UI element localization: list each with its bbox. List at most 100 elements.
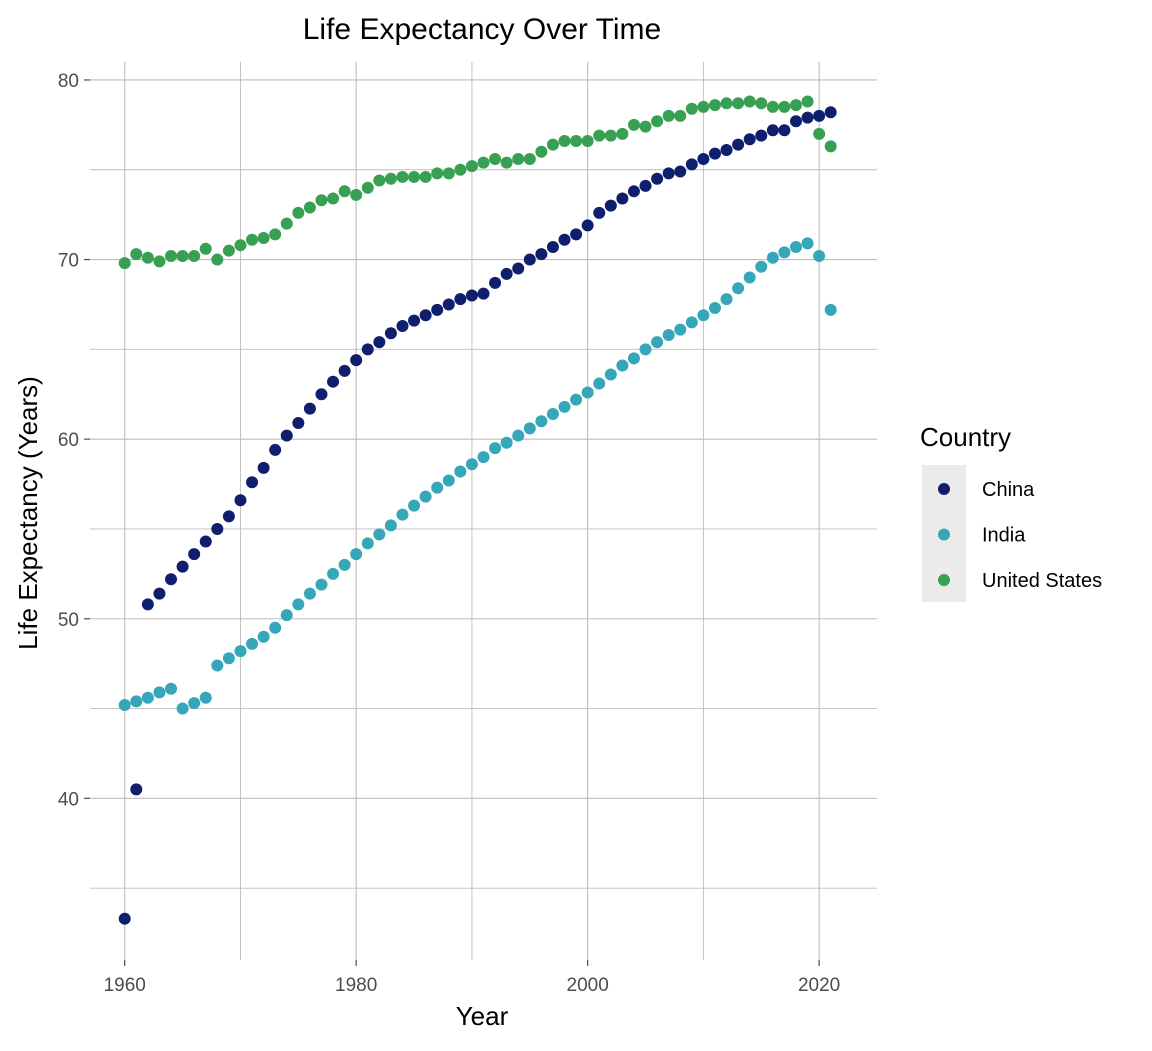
data-point-united-states	[535, 145, 548, 158]
data-point-china	[685, 158, 698, 171]
data-point-india	[384, 519, 397, 532]
data-point-united-states	[662, 109, 675, 122]
data-point-india	[755, 260, 768, 273]
data-point-india	[674, 323, 687, 336]
data-point-united-states	[269, 228, 282, 241]
data-point-united-states	[211, 253, 224, 266]
series-india	[118, 237, 837, 715]
data-point-china	[674, 165, 687, 178]
data-point-india	[292, 598, 305, 611]
data-point-india	[130, 695, 143, 708]
data-point-united-states	[581, 135, 594, 148]
data-point-india	[176, 702, 189, 715]
data-point-china	[697, 152, 710, 165]
legend-key-united-states	[938, 574, 950, 586]
legend-label: United States	[982, 570, 1102, 592]
data-point-china	[465, 289, 478, 302]
data-point-india	[639, 343, 652, 356]
data-point-china	[361, 343, 374, 356]
y-tick-label: 60	[58, 430, 79, 451]
data-point-united-states	[442, 167, 455, 180]
data-point-china	[408, 314, 421, 327]
data-point-india	[141, 691, 154, 704]
data-point-china	[477, 287, 490, 300]
data-point-united-states	[558, 135, 571, 148]
data-point-united-states	[824, 140, 837, 153]
data-point-india	[327, 567, 340, 580]
data-point-india	[778, 246, 791, 259]
data-point-india	[732, 282, 745, 295]
data-point-united-states	[708, 99, 721, 112]
data-point-united-states	[303, 201, 316, 214]
data-point-india	[523, 422, 536, 435]
data-point-united-states	[130, 248, 143, 261]
data-point-china	[593, 206, 606, 219]
data-point-china	[315, 388, 328, 401]
data-point-india	[546, 408, 559, 421]
data-point-united-states	[512, 152, 525, 165]
data-point-united-states	[685, 102, 698, 115]
data-point-india	[720, 293, 733, 306]
data-point-india	[373, 528, 386, 541]
data-point-united-states	[315, 194, 328, 207]
y-axis-title: Life Expectancy (Years)	[13, 376, 43, 650]
data-point-india	[512, 429, 525, 442]
data-point-china	[176, 560, 189, 573]
data-point-china	[141, 598, 154, 611]
data-point-united-states	[523, 152, 536, 165]
data-point-india	[211, 659, 224, 672]
data-point-united-states	[593, 129, 606, 142]
data-point-china	[327, 375, 340, 388]
data-point-india	[454, 465, 467, 478]
data-point-china	[292, 416, 305, 429]
data-point-india	[651, 336, 664, 349]
data-point-united-states	[384, 172, 397, 185]
data-point-united-states	[350, 188, 363, 201]
data-point-china	[824, 106, 837, 119]
data-point-india	[338, 558, 351, 571]
data-point-india	[257, 630, 270, 643]
data-point-united-states	[604, 129, 617, 142]
data-point-india	[570, 393, 583, 406]
data-point-united-states	[801, 95, 814, 108]
data-point-united-states	[454, 163, 467, 176]
data-point-united-states	[500, 156, 513, 169]
data-point-india	[350, 548, 363, 561]
data-point-china	[384, 327, 397, 340]
data-point-china	[118, 912, 131, 925]
data-point-united-states	[651, 115, 664, 128]
data-point-india	[616, 359, 629, 372]
data-point-china	[165, 573, 178, 586]
data-point-united-states	[743, 95, 756, 108]
data-point-china	[153, 587, 166, 600]
data-point-china	[616, 192, 629, 205]
data-point-united-states	[280, 217, 293, 230]
data-point-china	[627, 185, 640, 198]
legend-key-china	[938, 483, 950, 495]
data-point-united-states	[246, 233, 259, 246]
data-point-india	[361, 537, 374, 550]
data-point-united-states	[234, 239, 247, 252]
data-point-india	[500, 436, 513, 449]
data-point-china	[512, 262, 525, 275]
data-point-united-states	[419, 170, 432, 183]
data-point-india	[662, 328, 675, 341]
data-point-china	[222, 510, 235, 523]
x-tick-label: 2000	[567, 975, 609, 996]
data-point-china	[130, 783, 143, 796]
data-point-china	[535, 248, 548, 261]
data-point-india	[199, 691, 212, 704]
data-point-india	[824, 303, 837, 316]
data-point-china	[755, 129, 768, 142]
data-point-india	[813, 249, 826, 262]
y-tick-label: 50	[58, 610, 79, 631]
data-point-china	[708, 147, 721, 160]
data-point-china	[766, 124, 779, 137]
data-point-china	[662, 167, 675, 180]
data-point-china	[350, 354, 363, 367]
data-point-united-states	[373, 174, 386, 187]
data-point-china	[234, 494, 247, 507]
data-point-india	[535, 415, 548, 428]
data-point-china	[303, 402, 316, 415]
